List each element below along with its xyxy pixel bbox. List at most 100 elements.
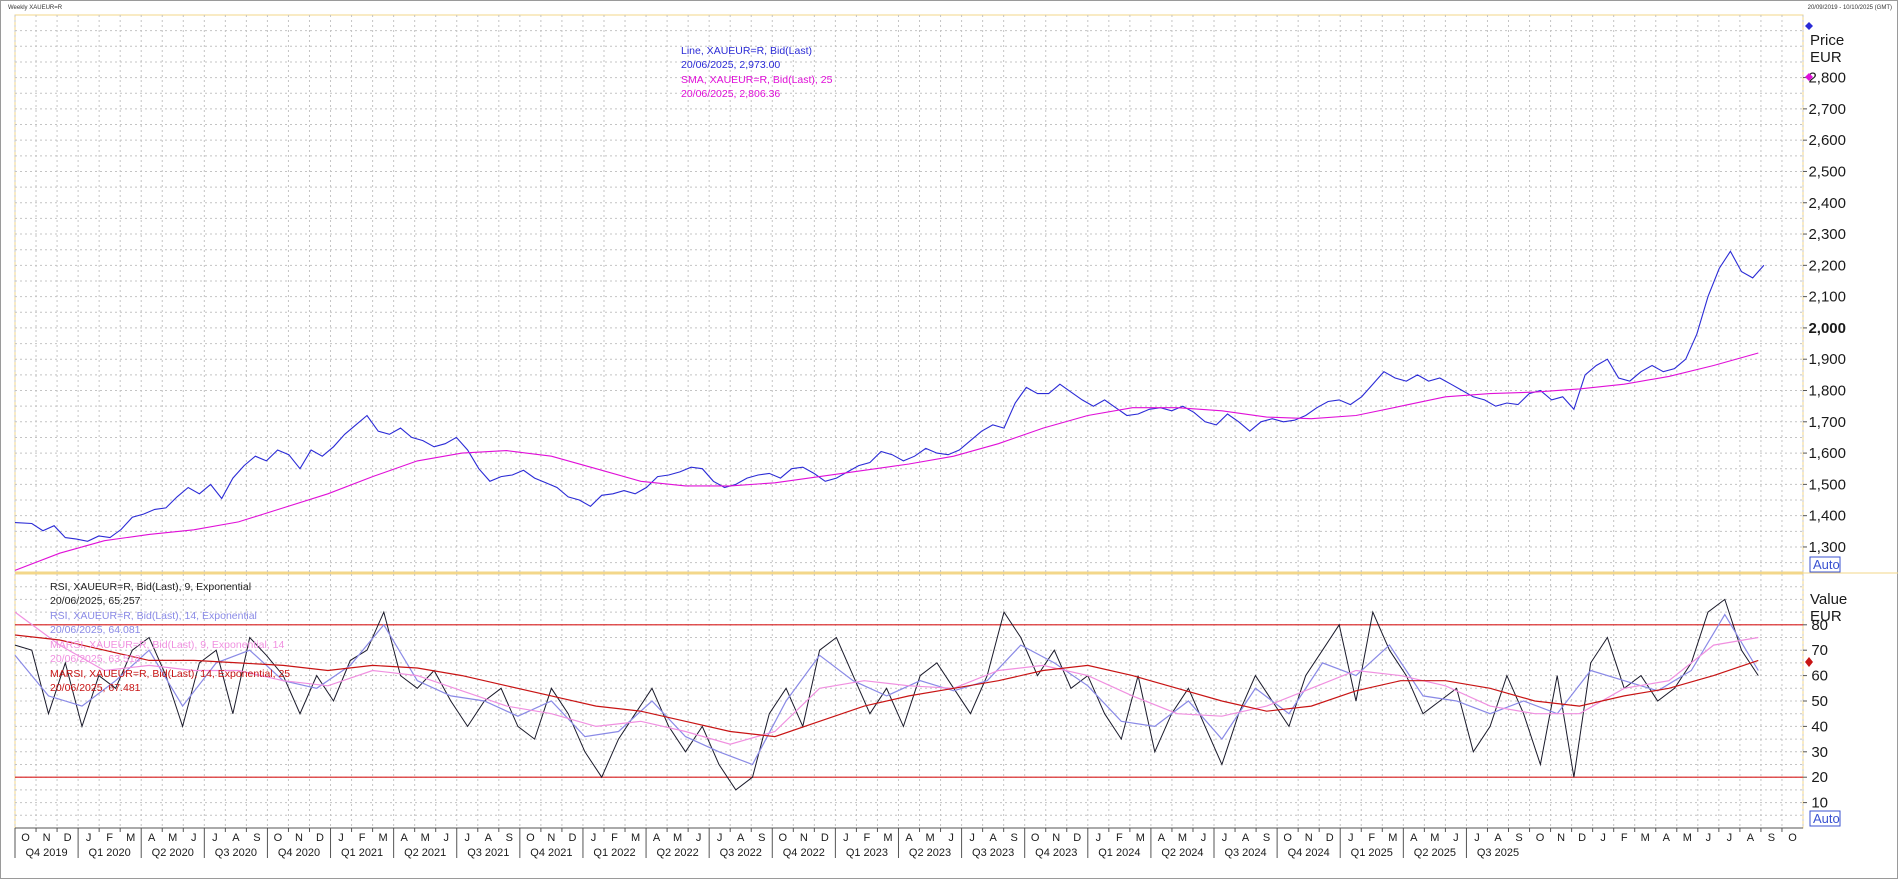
month-label: A [1494, 832, 1502, 844]
month-label: J [1348, 832, 1354, 844]
rsi-auto-button[interactable]: Auto [1809, 810, 1841, 827]
quarter-label: Q4 2021 [530, 847, 572, 859]
month-label: N [295, 832, 303, 844]
rsi-tick-label: 40 [1811, 718, 1828, 735]
month-label: A [1663, 832, 1671, 844]
quarter-label: Q1 2025 [1351, 847, 1393, 859]
month-label: J [1453, 832, 1459, 844]
month-label: O [274, 832, 283, 844]
month-label: S [758, 832, 765, 844]
rsi-legend-1-value: 20/06/2025, 65.257 [50, 595, 141, 607]
month-label: A [485, 832, 493, 844]
month-label: J [465, 832, 471, 844]
rsi-legend-4-value: 20/06/2025, 67.481 [50, 682, 141, 694]
quarter-label: Q3 2023 [972, 847, 1014, 859]
month-label: A [1747, 832, 1755, 844]
price-auto-label: Auto [1813, 557, 1840, 572]
rsi-legend-1-name: RSI, XAUEUR=R, Bid(Last), 9, Exponential [50, 581, 251, 593]
price-tick-label: 2,500 [1808, 163, 1846, 180]
month-label: J [1222, 832, 1228, 844]
month-label: O [526, 832, 535, 844]
quarter-label: Q2 2021 [404, 847, 446, 859]
month-label: N [547, 832, 555, 844]
rsi-tick-label: 50 [1811, 693, 1828, 710]
price-tick-label: 2,200 [1808, 257, 1846, 274]
price-auto-button[interactable]: Auto [1809, 556, 1841, 573]
price-series-1-line [14, 352, 1759, 571]
month-label: J [1201, 832, 1207, 844]
month-label: N [1052, 832, 1060, 844]
quarter-label: Q3 2025 [1477, 847, 1519, 859]
month-label: J [948, 832, 954, 844]
month-label: N [1557, 832, 1565, 844]
quarter-label: Q3 2021 [467, 847, 509, 859]
sma-marker-icon [1805, 73, 1813, 81]
month-label: F [106, 832, 113, 844]
month-label: M [673, 832, 682, 844]
month-label: J [443, 832, 449, 844]
quarter-label: Q4 2020 [278, 847, 320, 859]
month-label: J [717, 832, 723, 844]
month-label: J [212, 832, 218, 844]
month-label: J [338, 832, 344, 844]
month-label: D [316, 832, 324, 844]
quarter-label: Q3 2022 [720, 847, 762, 859]
rsi-tick-label: 80 [1811, 617, 1828, 634]
price-tick-label: 1,900 [1808, 351, 1846, 368]
month-label: N [43, 832, 51, 844]
price-tick-label: 1,600 [1808, 445, 1846, 462]
rsi-tick-label: 20 [1811, 769, 1828, 786]
price-tick-label: 1,400 [1808, 508, 1846, 525]
rsi-series-1-line [14, 613, 1759, 766]
quarter-label: Q3 2020 [215, 847, 257, 859]
month-label: M [631, 832, 640, 844]
month-label: A [989, 832, 997, 844]
price-tick-label: 2,300 [1808, 226, 1846, 243]
rsi-tick-label: 70 [1811, 642, 1828, 659]
price-legend-line-value: 20/06/2025, 2,973.00 [681, 59, 780, 71]
month-label: M [1683, 832, 1692, 844]
month-label: J [969, 832, 975, 844]
rsi-legend-4-name: MARSI, XAUEUR=R, Bid(Last), 14, Exponent… [50, 668, 290, 680]
month-label: A [653, 832, 661, 844]
month-label: N [800, 832, 808, 844]
month-label: F [1368, 832, 1375, 844]
month-label: F [611, 832, 618, 844]
month-label: D [1578, 832, 1586, 844]
month-label: M [925, 832, 934, 844]
rsi-series-3-line [14, 634, 1759, 738]
rsi-tick-label: 30 [1811, 744, 1828, 761]
price-series-0-line [14, 250, 1765, 542]
month-label: O [779, 832, 788, 844]
month-label: S [506, 832, 513, 844]
price-axis-title-1: Price [1810, 32, 1844, 49]
month-label: M [1136, 832, 1145, 844]
rsi-axis-title-1: Value [1810, 591, 1847, 608]
rsi-series-0-line [14, 598, 1759, 791]
month-label: A [1158, 832, 1166, 844]
month-label: M [126, 832, 135, 844]
price-tick-label: 1,700 [1808, 414, 1846, 431]
header-left: Weekly XAUEUR=R [8, 5, 63, 11]
quarter-label: Q4 2019 [25, 847, 67, 859]
month-label: A [737, 832, 745, 844]
price-marker-icon [1805, 22, 1813, 30]
quarter-label: Q2 2025 [1414, 847, 1456, 859]
month-label: F [359, 832, 366, 844]
month-label: D [64, 832, 72, 844]
month-label: S [1263, 832, 1270, 844]
month-label: O [1788, 832, 1797, 844]
quarter-label: Q1 2024 [1098, 847, 1140, 859]
month-label: O [1031, 832, 1040, 844]
price-tick-label: 1,800 [1808, 383, 1846, 400]
month-label: J [1096, 832, 1102, 844]
month-label: A [905, 832, 913, 844]
month-label: M [1178, 832, 1187, 844]
price-tick-label: 2,600 [1808, 132, 1846, 149]
price-tick-label: 1,300 [1808, 539, 1846, 556]
month-label: A [1410, 832, 1418, 844]
month-label: S [1011, 832, 1018, 844]
rsi-tick-label: 10 [1811, 795, 1828, 812]
month-label: A [148, 832, 156, 844]
